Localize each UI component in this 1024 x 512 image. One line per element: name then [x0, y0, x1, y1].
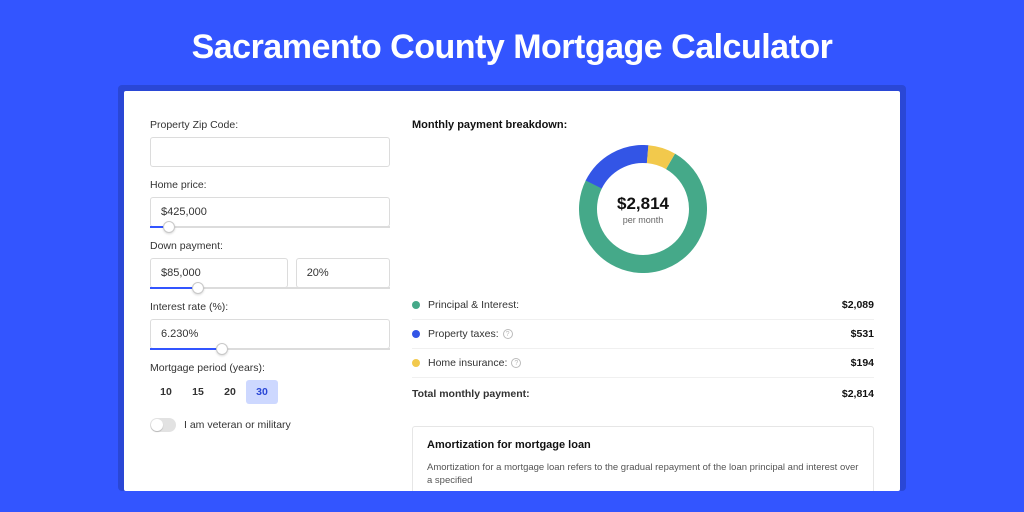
donut-wrap: $2,814 per month — [412, 141, 874, 291]
down-payment-amount-input[interactable] — [150, 258, 288, 288]
down-payment-slider-thumb[interactable] — [192, 282, 204, 294]
donut-center: $2,814 per month — [579, 145, 707, 273]
legend-row: Property taxes:? $531 — [412, 320, 874, 349]
zip-input[interactable] — [150, 137, 390, 167]
period-field-group: Mortgage period (years): 10152030 — [150, 362, 390, 404]
amortization-title: Amortization for mortgage loan — [427, 439, 859, 451]
period-option-20[interactable]: 20 — [214, 380, 246, 404]
legend-value: $194 — [851, 357, 874, 369]
legend: Principal & Interest: $2,089 Property taxe… — [412, 291, 874, 378]
zip-field-group: Property Zip Code: — [150, 119, 390, 167]
home-price-slider[interactable] — [150, 226, 390, 228]
form-column: Property Zip Code: Home price: Down paym… — [150, 119, 390, 491]
down-payment-label: Down payment: — [150, 240, 390, 252]
legend-label: Home insurance: — [428, 357, 507, 369]
legend-dot — [412, 359, 420, 367]
down-payment-slider[interactable] — [150, 287, 390, 289]
veteran-toggle-knob — [151, 419, 163, 431]
legend-dot — [412, 330, 420, 338]
legend-label: Principal & Interest: — [428, 299, 519, 311]
legend-value: $531 — [851, 328, 874, 340]
veteran-label: I am veteran or military — [184, 419, 291, 431]
home-price-field-group: Home price: — [150, 179, 390, 228]
veteran-toggle[interactable] — [150, 418, 176, 432]
interest-rate-field-group: Interest rate (%): — [150, 301, 390, 350]
help-icon[interactable]: ? — [503, 329, 513, 339]
legend-dot — [412, 301, 420, 309]
total-value: $2,814 — [842, 388, 874, 400]
interest-rate-input[interactable] — [150, 319, 390, 349]
card-shadow-frame: Property Zip Code: Home price: Down paym… — [118, 85, 906, 491]
legend-label: Property taxes: — [428, 328, 499, 340]
period-options: 10152030 — [150, 380, 390, 404]
total-label: Total monthly payment: — [412, 388, 530, 400]
down-payment-field-group: Down payment: — [150, 240, 390, 289]
amortization-box: Amortization for mortgage loan Amortizat… — [412, 426, 874, 491]
down-payment-pct-input[interactable] — [296, 258, 390, 288]
veteran-toggle-row: I am veteran or military — [150, 418, 390, 432]
interest-rate-slider[interactable] — [150, 348, 390, 350]
period-option-10[interactable]: 10 — [150, 380, 182, 404]
interest-rate-slider-thumb[interactable] — [216, 343, 228, 355]
legend-value: $2,089 — [842, 299, 874, 311]
help-icon[interactable]: ? — [511, 358, 521, 368]
breakdown-column: Monthly payment breakdown: $2,814 per mo… — [412, 119, 874, 491]
home-price-input[interactable] — [150, 197, 390, 227]
zip-label: Property Zip Code: — [150, 119, 390, 131]
amortization-text: Amortization for a mortgage loan refers … — [427, 461, 859, 488]
donut-chart: $2,814 per month — [579, 145, 707, 273]
page-title: Sacramento County Mortgage Calculator — [0, 0, 1024, 85]
period-label: Mortgage period (years): — [150, 362, 390, 374]
period-option-30[interactable]: 30 — [246, 380, 278, 404]
home-price-label: Home price: — [150, 179, 390, 191]
total-row: Total monthly payment: $2,814 — [412, 378, 874, 408]
calculator-card: Property Zip Code: Home price: Down paym… — [124, 91, 900, 491]
donut-amount: $2,814 — [617, 194, 669, 214]
breakdown-title: Monthly payment breakdown: — [412, 119, 874, 131]
interest-rate-label: Interest rate (%): — [150, 301, 390, 313]
period-option-15[interactable]: 15 — [182, 380, 214, 404]
legend-row: Home insurance:? $194 — [412, 349, 874, 378]
donut-sub: per month — [623, 215, 664, 225]
home-price-slider-thumb[interactable] — [163, 221, 175, 233]
legend-row: Principal & Interest: $2,089 — [412, 291, 874, 320]
